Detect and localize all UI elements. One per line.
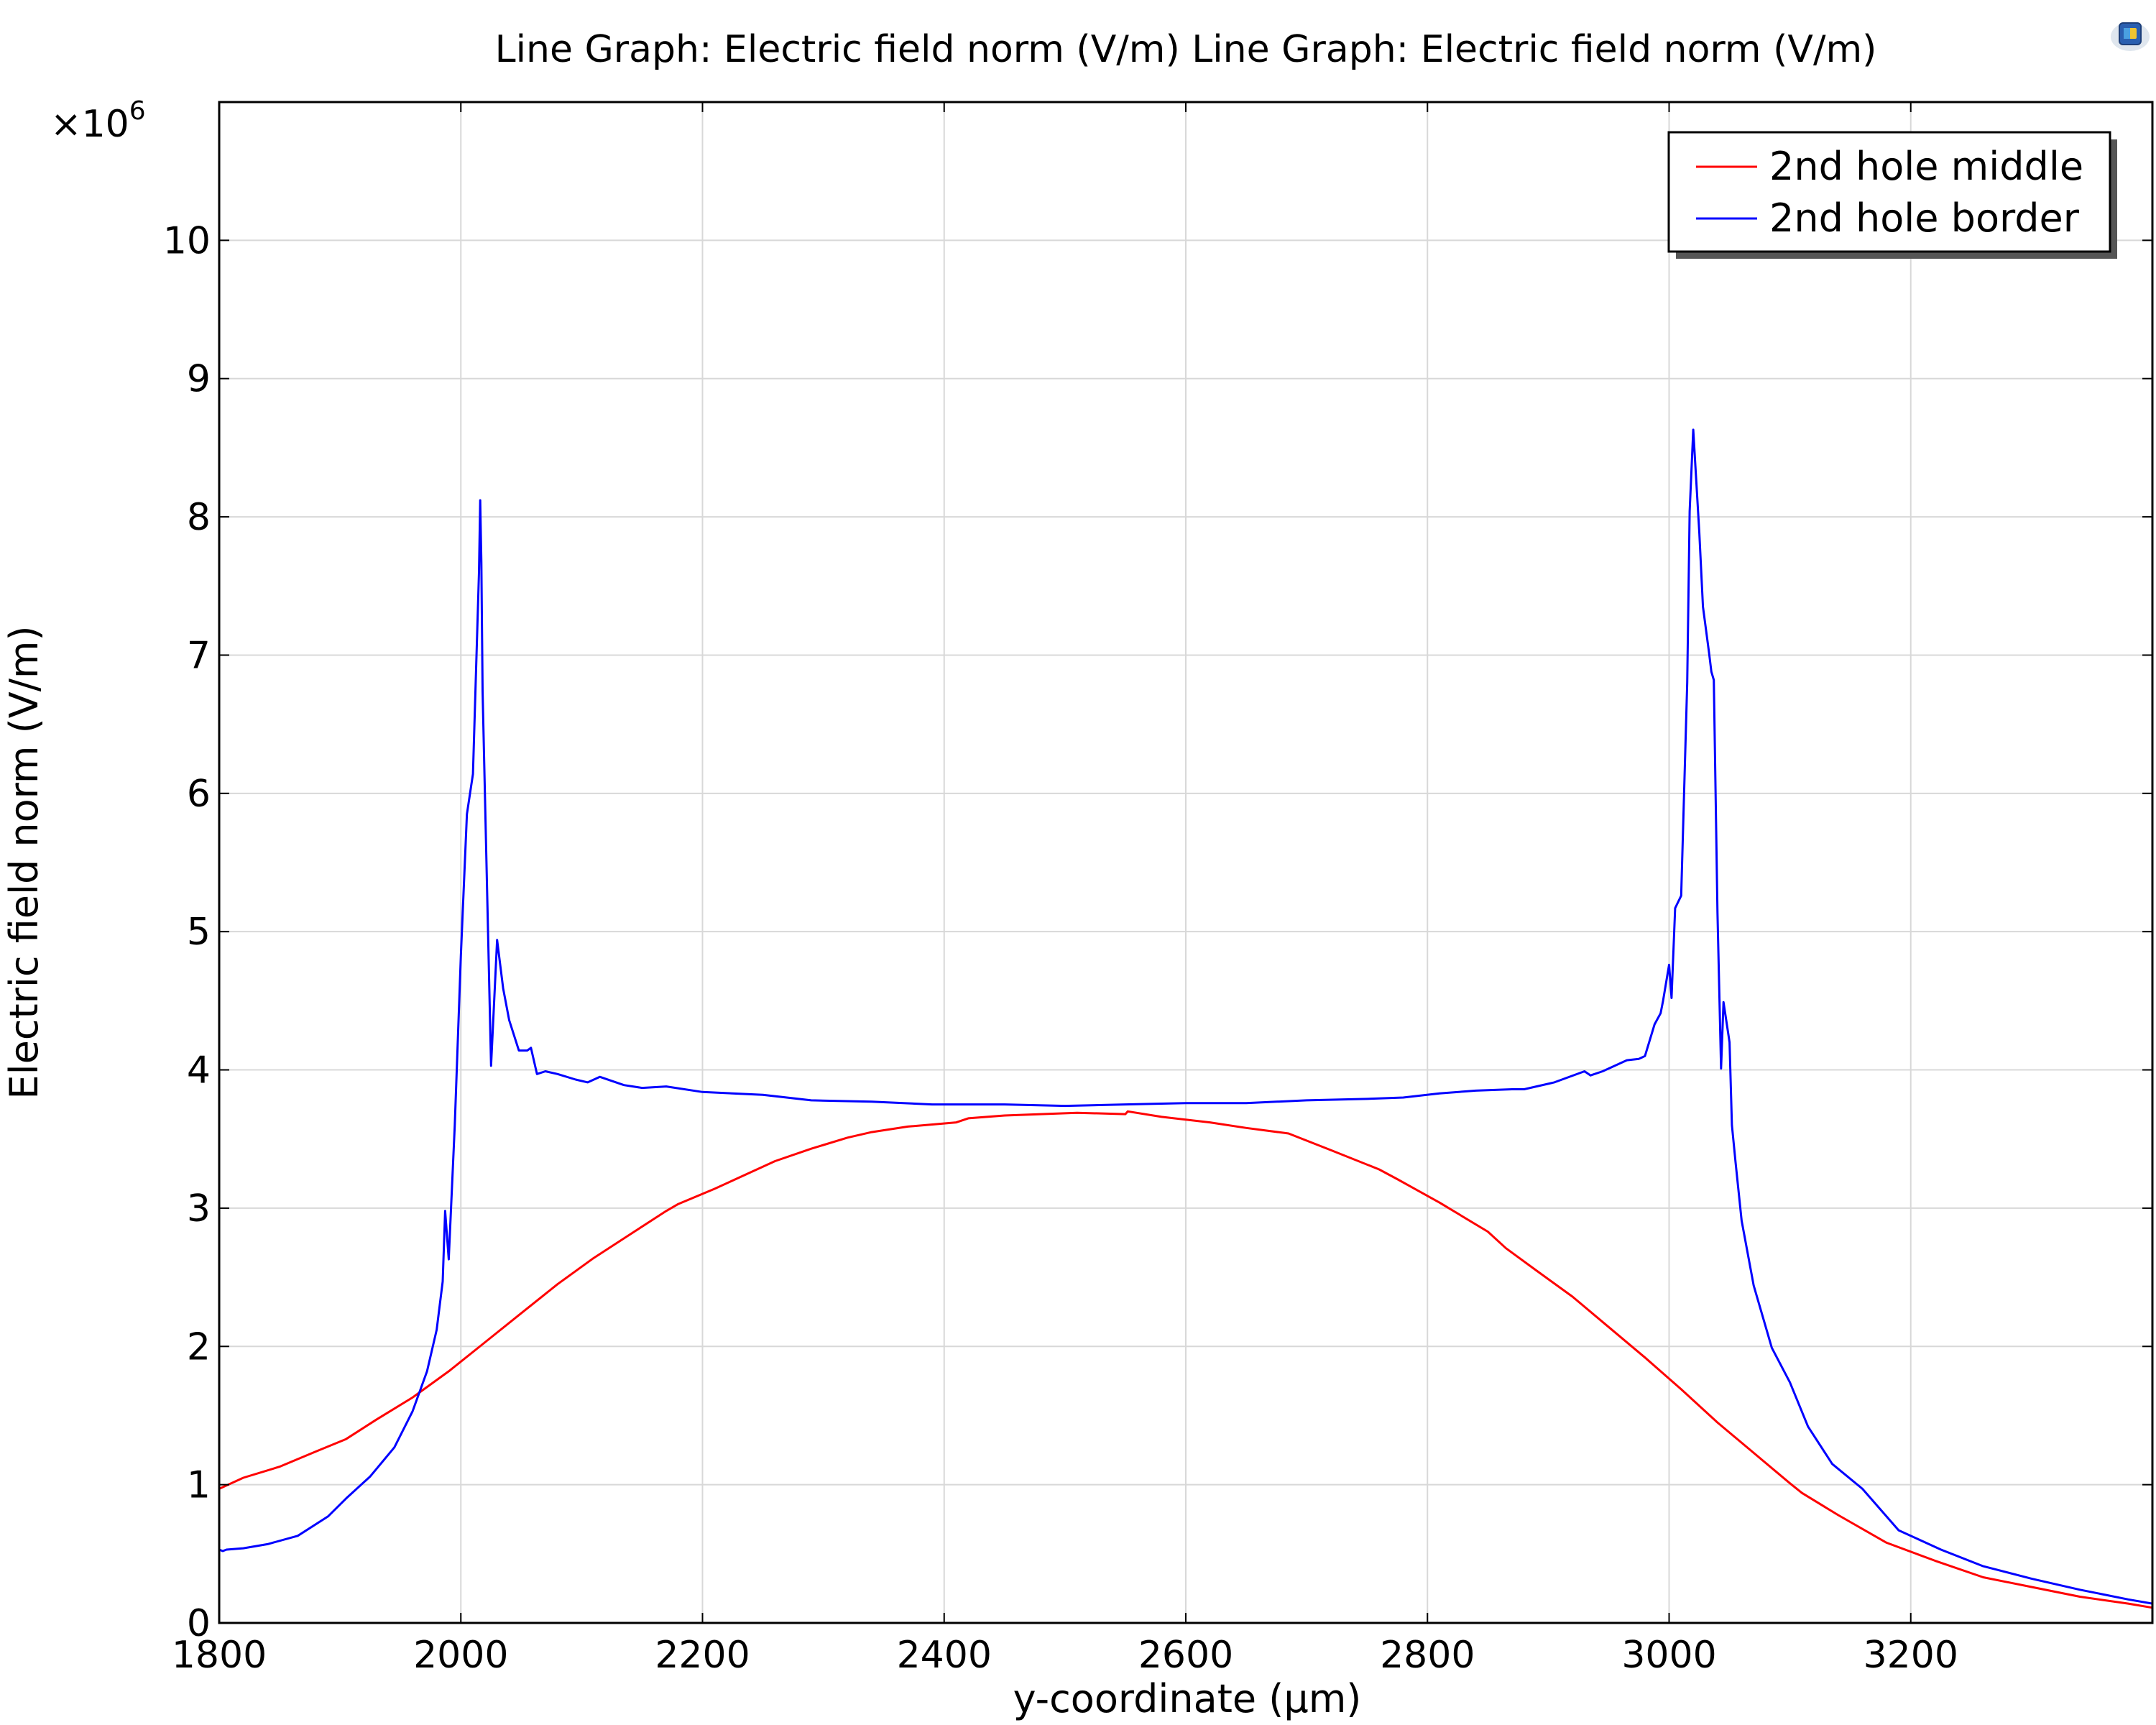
- x-tick-label: 2000: [413, 1634, 508, 1677]
- x-tick-labels: 1800 2000 2200 2400 2600 2800 3000 3200: [172, 1634, 1958, 1677]
- y-tick-label: 4: [187, 1049, 211, 1092]
- x-tick-label: 3200: [1864, 1634, 1958, 1677]
- y-tick-label: 8: [187, 496, 211, 539]
- comsol-logo-icon: [2111, 22, 2150, 51]
- y-tick-label: 2: [187, 1325, 211, 1368]
- y-tick-label: 0: [187, 1602, 211, 1645]
- y-tick-label: 1: [187, 1464, 211, 1507]
- y-multiplier-base: ×10: [50, 103, 129, 146]
- legend-label-border: 2nd hole border: [1769, 196, 2080, 241]
- y-tick-label: 9: [187, 358, 211, 401]
- y-tick-label: 5: [187, 911, 211, 954]
- x-tick-label: 2600: [1138, 1634, 1233, 1677]
- x-tick-label: 1800: [172, 1634, 267, 1677]
- x-tick-label: 3000: [1621, 1634, 1716, 1677]
- gridlines: [218, 102, 2152, 1624]
- y-tick-label: 3: [187, 1187, 211, 1230]
- x-tick-label: 2400: [897, 1634, 992, 1677]
- chart-title: Line Graph: Electric field norm (V/m) Li…: [495, 28, 1877, 71]
- y-axis-label: Electric field norm (V/m): [1, 625, 47, 1099]
- axis-ticks: [218, 102, 2152, 1624]
- y-axis-multiplier: ×106: [50, 96, 146, 146]
- legend: 2nd hole middle 2nd hole border: [1667, 131, 2117, 259]
- y-tick-label: 6: [187, 773, 211, 816]
- x-axis-label: y-coordinate (µm): [1013, 1676, 1362, 1721]
- series-line-border: [218, 428, 2153, 1605]
- x-tick-label: 2800: [1380, 1634, 1475, 1677]
- y-tick-labels: 0 1 2 3 4 5 6 7 8 9 10: [163, 219, 211, 1645]
- y-tick-label: 7: [187, 634, 211, 677]
- series-lines: [218, 428, 2153, 1609]
- x-tick-label: 2200: [655, 1634, 750, 1677]
- legend-box: [1667, 131, 2111, 253]
- y-tick-label: 10: [163, 219, 211, 262]
- series-line-middle: [218, 1110, 2153, 1609]
- y-multiplier-exponent: 6: [129, 96, 146, 126]
- legend-label-middle: 2nd hole middle: [1769, 144, 2083, 189]
